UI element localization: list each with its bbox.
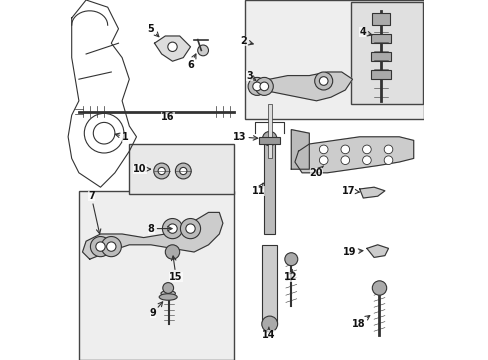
Text: 9: 9 xyxy=(149,302,163,318)
Text: 13: 13 xyxy=(232,132,257,142)
Text: 15: 15 xyxy=(169,256,183,282)
Text: 12: 12 xyxy=(283,270,297,282)
Circle shape xyxy=(252,82,261,91)
Circle shape xyxy=(371,281,386,295)
Circle shape xyxy=(158,167,165,175)
Circle shape xyxy=(384,145,392,154)
Text: 2: 2 xyxy=(240,36,253,46)
Circle shape xyxy=(167,42,177,51)
Text: 19: 19 xyxy=(343,247,362,257)
Circle shape xyxy=(384,156,392,165)
Circle shape xyxy=(314,72,332,90)
Circle shape xyxy=(167,224,177,233)
Bar xyxy=(244,0,424,119)
Text: 8: 8 xyxy=(147,224,172,234)
Text: 4: 4 xyxy=(359,27,371,37)
Bar xyxy=(267,104,271,158)
Text: 7: 7 xyxy=(88,191,101,234)
Circle shape xyxy=(153,163,169,179)
Circle shape xyxy=(162,219,182,239)
Bar xyxy=(370,52,390,61)
Bar xyxy=(262,245,276,324)
Circle shape xyxy=(175,163,191,179)
Ellipse shape xyxy=(161,291,175,296)
Circle shape xyxy=(96,242,105,251)
Polygon shape xyxy=(82,212,223,259)
Circle shape xyxy=(180,219,200,239)
Bar xyxy=(264,140,275,234)
Bar xyxy=(370,34,390,43)
Bar xyxy=(258,137,280,144)
Circle shape xyxy=(284,253,297,266)
Circle shape xyxy=(262,131,276,146)
Circle shape xyxy=(261,316,277,332)
Polygon shape xyxy=(366,245,387,257)
Circle shape xyxy=(362,145,370,154)
Polygon shape xyxy=(294,137,413,173)
Circle shape xyxy=(247,77,265,95)
Polygon shape xyxy=(251,72,352,101)
Circle shape xyxy=(340,145,349,154)
Bar xyxy=(129,144,233,194)
Text: 1: 1 xyxy=(115,132,128,142)
Circle shape xyxy=(106,242,116,251)
Text: 20: 20 xyxy=(309,166,323,178)
Text: 11: 11 xyxy=(251,183,265,196)
Polygon shape xyxy=(154,36,190,61)
Bar xyxy=(79,191,233,360)
Text: 3: 3 xyxy=(245,71,255,81)
Text: 5: 5 xyxy=(147,24,159,37)
Text: 14: 14 xyxy=(262,327,275,340)
Text: 6: 6 xyxy=(187,54,196,70)
Ellipse shape xyxy=(159,294,177,300)
Bar xyxy=(370,70,390,79)
Circle shape xyxy=(165,245,179,259)
Circle shape xyxy=(90,237,110,257)
Bar xyxy=(350,2,422,104)
Text: 17: 17 xyxy=(341,186,359,196)
Circle shape xyxy=(163,283,173,293)
Text: 18: 18 xyxy=(351,316,369,329)
Circle shape xyxy=(101,237,121,257)
Polygon shape xyxy=(359,187,384,198)
Circle shape xyxy=(260,82,268,91)
Circle shape xyxy=(255,77,273,95)
Circle shape xyxy=(319,77,327,85)
Circle shape xyxy=(185,224,195,233)
Circle shape xyxy=(319,145,327,154)
Bar xyxy=(371,13,389,25)
Circle shape xyxy=(179,167,186,175)
Text: 10: 10 xyxy=(133,164,150,174)
Circle shape xyxy=(340,156,349,165)
Polygon shape xyxy=(291,130,309,169)
Circle shape xyxy=(319,156,327,165)
Text: 16: 16 xyxy=(161,112,175,122)
Circle shape xyxy=(197,45,208,56)
Circle shape xyxy=(362,156,370,165)
